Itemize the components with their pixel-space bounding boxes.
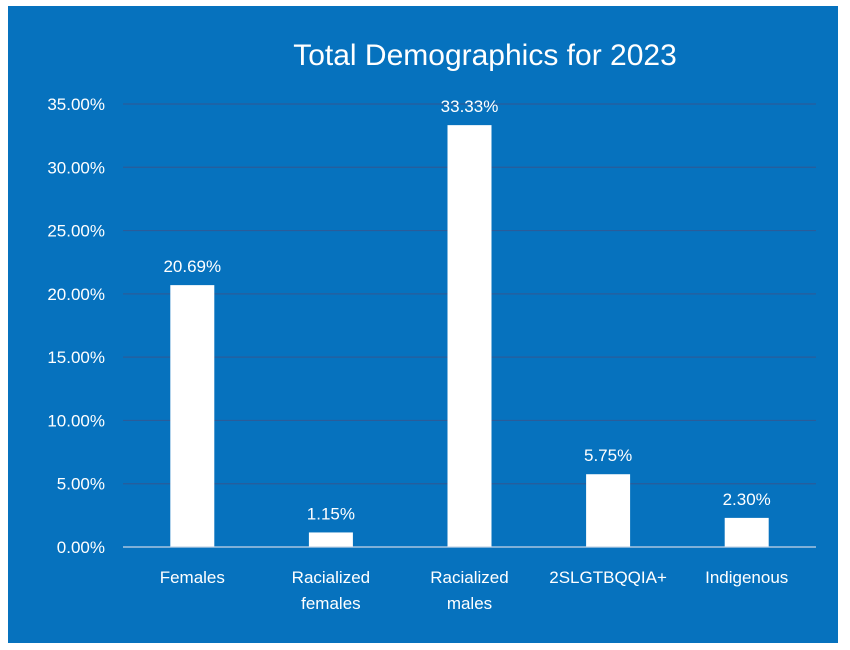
bar bbox=[447, 125, 492, 548]
data-label: 33.33% bbox=[441, 97, 499, 116]
data-label: 2.30% bbox=[723, 490, 771, 509]
bar-chart: Total Demographics for 2023 0.00% 5.00% 10… bbox=[47, 39, 816, 613]
x-category-label: Racialized males bbox=[430, 568, 508, 613]
bar bbox=[170, 285, 215, 547]
bar bbox=[308, 532, 353, 547]
y-tick-label: 5.00% bbox=[57, 475, 105, 494]
y-tick-label: 25.00% bbox=[47, 222, 105, 241]
x-category-label: 2SLGTBQQIA+ bbox=[549, 568, 667, 587]
y-tick-label: 15.00% bbox=[47, 348, 105, 367]
y-tick-label: 35.00% bbox=[47, 95, 105, 114]
bar bbox=[724, 517, 769, 547]
data-label: 1.15% bbox=[307, 504, 355, 523]
bar bbox=[586, 474, 631, 547]
data-labels: 20.69% 1.15% 33.33% 5.75% 2.30% bbox=[163, 97, 770, 523]
y-tick-label: 30.00% bbox=[47, 158, 105, 177]
data-label: 20.69% bbox=[163, 257, 221, 276]
data-label: 5.75% bbox=[584, 446, 632, 465]
x-category-label: Indigenous bbox=[705, 568, 788, 587]
x-category-label: Racialized females bbox=[292, 568, 370, 613]
y-tick-label: 0.00% bbox=[57, 538, 105, 557]
y-tick-label: 20.00% bbox=[47, 285, 105, 304]
y-axis-ticks: 0.00% 5.00% 10.00% 15.00% 20.00% 25.00% 30.00%… bbox=[47, 95, 105, 557]
chart-area: Total Demographics for 2023 0.00% 5.00% 10… bbox=[8, 6, 838, 643]
x-category-label: Females bbox=[160, 568, 225, 587]
bars bbox=[170, 125, 769, 548]
x-axis-categories: Females Racialized females Racialized males 2… bbox=[160, 568, 789, 613]
chart-title: Total Demographics for 2023 bbox=[293, 39, 677, 72]
y-tick-label: 10.00% bbox=[47, 411, 105, 430]
